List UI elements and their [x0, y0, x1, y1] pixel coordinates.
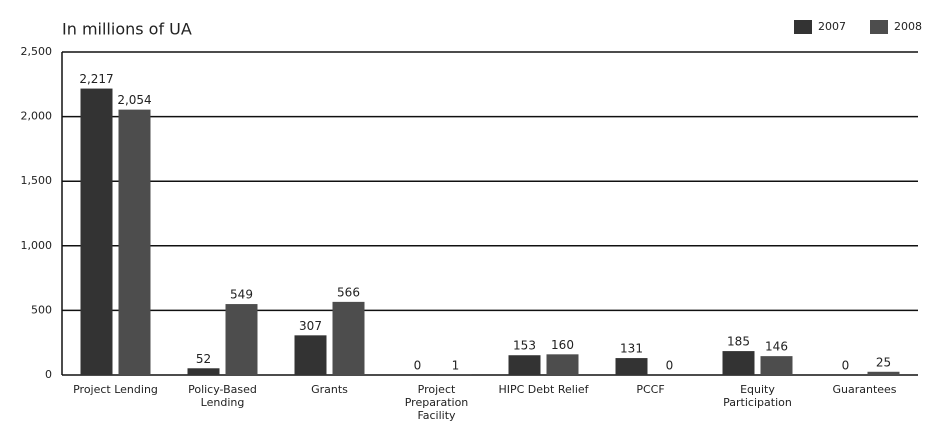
value-label: 153 [513, 339, 536, 353]
bar [80, 88, 113, 375]
value-label: 2,054 [117, 93, 151, 107]
value-label: 0 [414, 359, 422, 373]
x-tick-label: Grants [311, 383, 348, 396]
value-label: 52 [196, 352, 211, 366]
y-tick-label: 1,000 [21, 239, 53, 252]
bar [546, 354, 579, 375]
y-tick-label: 0 [45, 368, 52, 381]
value-label: 25 [876, 355, 891, 369]
bar [508, 355, 541, 375]
x-tick-label: HIPC Debt Relief [498, 383, 589, 396]
value-label: 146 [765, 340, 788, 354]
legend-swatch [870, 20, 888, 34]
y-tick-label: 2,000 [21, 110, 53, 123]
legend-label: 2008 [894, 20, 922, 33]
x-tick-label: Equity Participation [723, 383, 792, 409]
bar [332, 301, 365, 375]
value-label: 566 [337, 285, 360, 299]
x-tick-label: Policy-Based Lending [188, 383, 257, 409]
y-tick-label: 1,500 [21, 174, 53, 187]
x-tick-label: Project Preparation Facility [404, 383, 469, 422]
value-label: 2,217 [79, 72, 113, 86]
value-label: 0 [666, 359, 674, 373]
value-label: 1 [452, 358, 460, 372]
chart-title: In millions of UA [62, 20, 192, 39]
y-tick-label: 500 [31, 303, 52, 316]
value-label: 160 [551, 338, 574, 352]
y-tick-label: 2,500 [21, 45, 53, 58]
bar [722, 351, 755, 375]
bar [118, 109, 151, 375]
x-tick-label: Project Lending [73, 383, 158, 396]
x-tick-label: Guarantees [832, 383, 897, 396]
bar [760, 356, 793, 375]
bar [867, 371, 900, 375]
bar [615, 358, 648, 375]
legend-swatch [794, 20, 812, 34]
bar [294, 335, 327, 375]
value-label: 549 [230, 288, 253, 302]
value-label: 185 [727, 335, 750, 349]
x-tick-label: PCCF [636, 383, 665, 396]
bar [225, 304, 258, 375]
legend-label: 2007 [818, 20, 846, 33]
bar [187, 368, 220, 375]
value-label: 131 [620, 342, 643, 356]
value-label: 0 [842, 359, 850, 373]
value-label: 307 [299, 319, 322, 333]
